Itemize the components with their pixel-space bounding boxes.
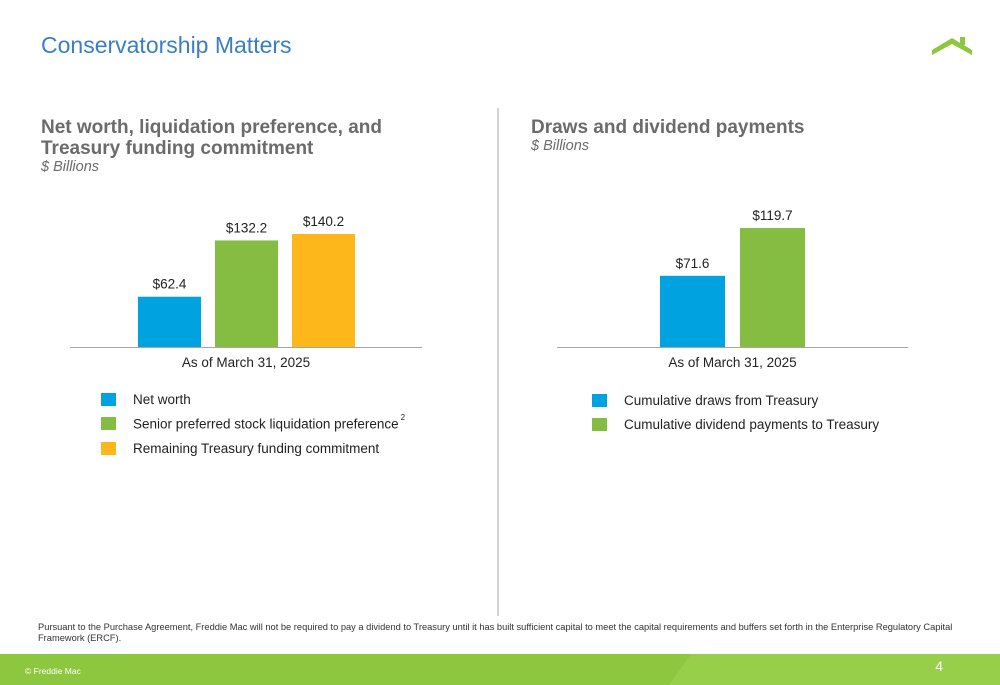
left-chart-subtitle: $ Billions <box>41 159 100 175</box>
legend-swatch-blue <box>592 393 607 407</box>
house-roof-icon <box>932 37 972 55</box>
footer-bar: © Freddie Mac 4 <box>0 654 1000 685</box>
bar-net-worth <box>138 296 201 347</box>
category-label: As of March 31, 2025 <box>668 355 796 370</box>
footer-stripe <box>669 654 1000 685</box>
left-chart-title-line1: Net worth, liquidation preference, and <box>41 117 382 138</box>
left-bar-chart: $62.4 $132.2 $140.2 As of March 31, 2025 <box>70 214 422 370</box>
legend-swatch-yellow <box>101 441 116 455</box>
right-chart-subtitle: $ Billions <box>531 138 590 154</box>
right-bar-chart: $71.6 $119.7 As of March 31, 2025 <box>557 208 908 370</box>
legend-label: Net worth <box>133 391 191 407</box>
category-label: As of March 31, 2025 <box>182 355 310 370</box>
legend-swatch-green <box>592 418 607 432</box>
legend-item-funding-commitment: Remaining Treasury funding commitment <box>101 436 405 461</box>
copyright: © Freddie Mac <box>25 666 81 676</box>
footnote: Pursuant to the Purchase Agreement, Fred… <box>38 622 953 643</box>
legend-label: Remaining Treasury funding commitment <box>133 440 380 456</box>
panel-divider <box>497 108 499 616</box>
legend-label: Cumulative dividend payments to Treasury <box>624 417 880 433</box>
legend-swatch-green <box>101 417 116 431</box>
bar-cumulative-dividend-payments-to-treasury <box>740 228 805 347</box>
bar-cumulative-draws-from-treasury <box>660 275 725 347</box>
page-number: 4 <box>935 658 943 674</box>
footnote-ref: 2 <box>400 413 406 422</box>
data-label: $71.6 <box>676 256 710 271</box>
page-title: Conservatorship Matters <box>41 32 292 58</box>
legend-label: Cumulative draws from Treasury <box>624 392 819 408</box>
left-chart-title-line2: Treasury funding commitment <box>41 138 314 159</box>
legend-item-cumulative-draws: Cumulative draws from Treasury <box>592 388 879 413</box>
data-label: $132.2 <box>226 220 267 235</box>
right-legend: Cumulative draws from Treasury Cumulativ… <box>592 388 879 437</box>
right-chart-title: Draws and dividend payments <box>531 117 805 138</box>
legend-item-cumulative-dividends: Cumulative dividend payments to Treasury <box>592 413 879 438</box>
legend-label: Senior preferred stock liquidation prefe… <box>133 413 406 432</box>
data-label: $119.7 <box>752 208 792 223</box>
legend-item-liquidation-preference: Senior preferred stock liquidation prefe… <box>101 412 405 437</box>
data-label: $62.4 <box>153 277 187 292</box>
legend-swatch-blue <box>101 392 116 406</box>
bar-remaining-treasury-funding-commitment <box>292 234 355 347</box>
left-legend: Net worth Senior preferred stock liquida… <box>101 387 405 461</box>
legend-item-net-worth: Net worth <box>101 387 405 412</box>
data-label: $140.2 <box>303 214 344 229</box>
bar-senior-preferred-stock-liquidation-preference <box>215 240 278 347</box>
